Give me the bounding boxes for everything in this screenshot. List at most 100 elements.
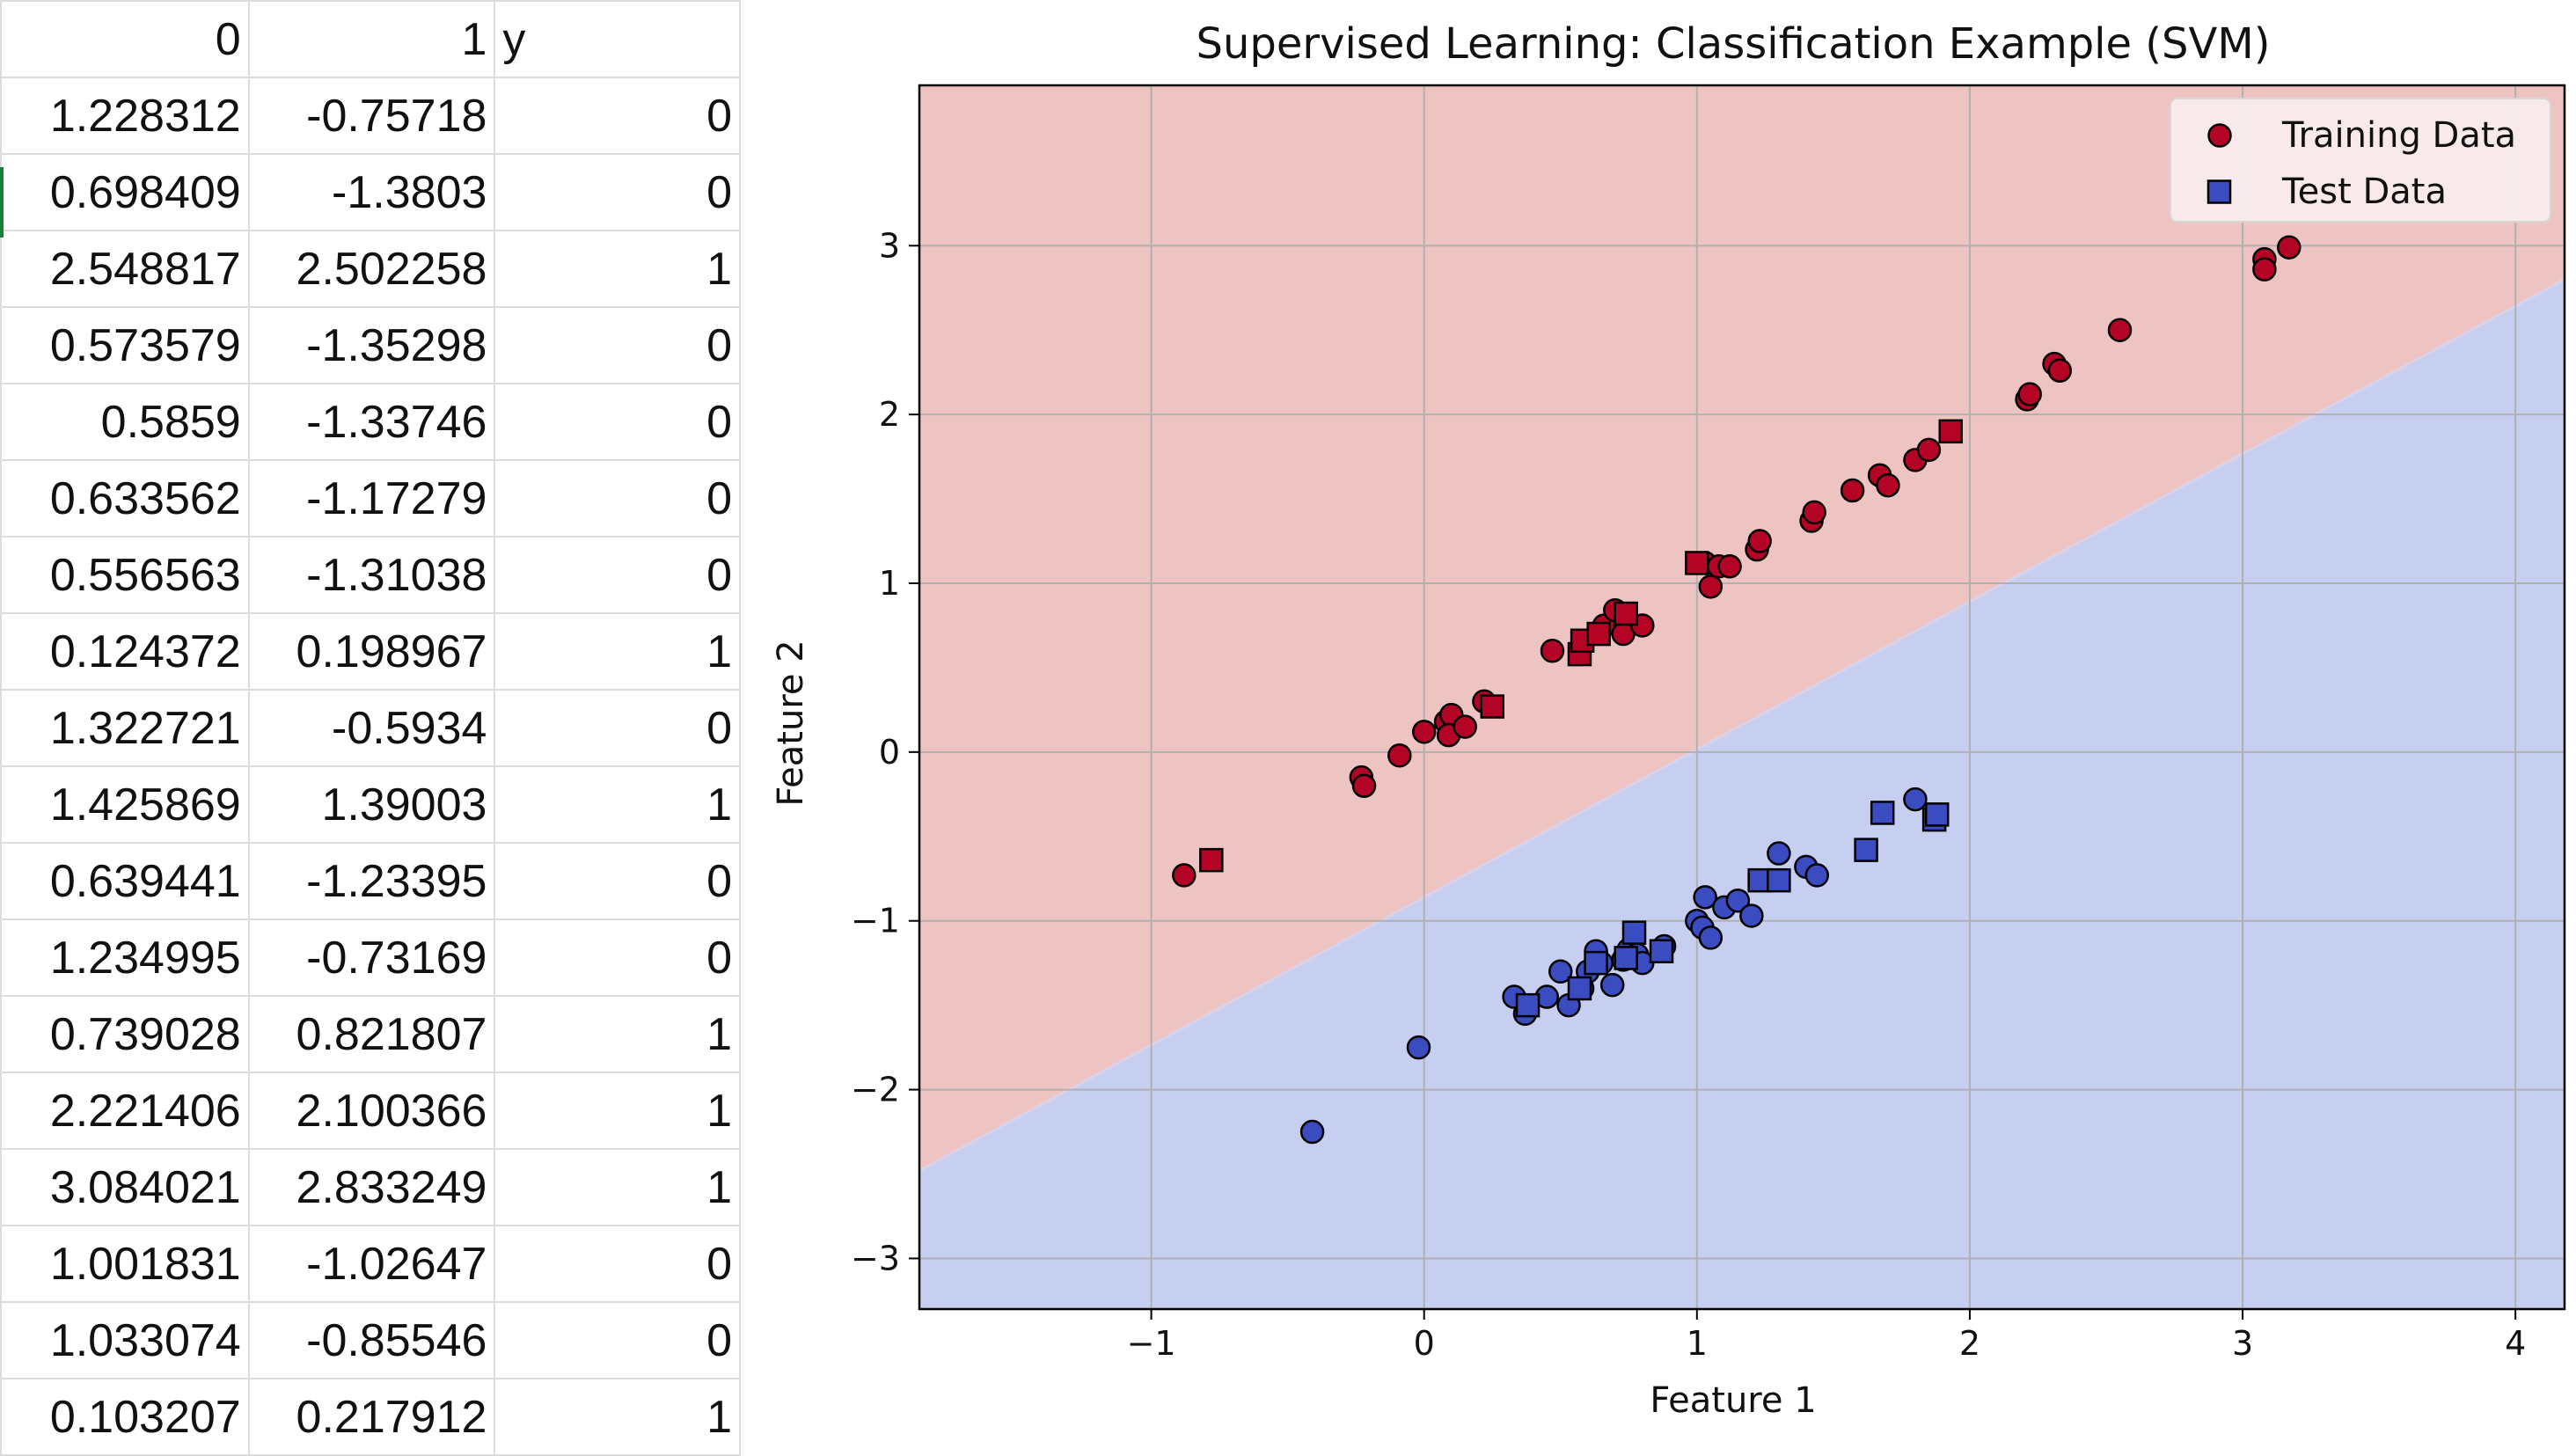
table-cell[interactable]: 0 [494,306,741,384]
training-point [1411,720,1437,744]
plot-area: −1 0 1 2 3 4 −3 −2 −1 0 1 2 3 [851,84,2566,1363]
table-cell[interactable]: 0.198967 [247,612,496,691]
table-cell[interactable]: 0 [494,383,741,461]
training-point [1599,972,1625,998]
x-tick-label: 0 [1414,1324,1435,1363]
table-cell[interactable]: -1.3803 [247,153,496,231]
table-cell[interactable]: 0 [494,689,741,767]
table-cell[interactable]: -0.5934 [247,689,496,767]
table-cell[interactable]: -0.75718 [247,77,496,155]
legend: Training Data Test Data [2170,98,2551,223]
table-cell[interactable]: 1 [494,612,741,691]
table-cell[interactable]: 0 [494,842,741,920]
legend-training-marker [2207,123,2232,148]
table-cell[interactable]: 0.124372 [0,612,250,691]
training-point [2252,257,2277,282]
table-cell[interactable]: 1 [494,230,741,308]
table-cell[interactable]: 1.322721 [0,689,250,767]
table-cell[interactable]: -1.17279 [247,459,496,538]
table-cell[interactable]: 3.084021 [0,1148,250,1226]
table-cell[interactable]: 0.698409 [0,153,250,231]
table-cell[interactable]: 1 [494,765,741,844]
x-tick-label: 2 [1959,1324,1980,1363]
table-cell[interactable]: 0.556563 [0,536,250,614]
table-cell[interactable]: 1 [494,1148,741,1226]
legend-label: Training Data [2281,115,2516,156]
table-cell[interactable]: 0.103207 [0,1378,250,1456]
table-cell[interactable]: 0.821807 [247,995,496,1073]
y-axis-label: Feature 2 [771,640,811,806]
table-row: 0.124372 0.198967 1 [0,612,741,691]
header-cell[interactable]: 0 [0,0,250,78]
table-row: 0.639441 -1.23395 0 [0,842,741,920]
table-cell[interactable]: 0 [494,1225,741,1303]
table-cell[interactable]: -1.33746 [247,383,496,461]
table-cell[interactable]: 1.234995 [0,918,250,997]
table-row: 2.221406 2.100366 1 [0,1072,741,1150]
training-point [2277,235,2302,260]
table-cell[interactable]: -1.31038 [247,536,496,614]
training-point [1767,841,1791,866]
test-point [1685,551,1709,575]
table-cell[interactable]: 1.39003 [247,765,496,844]
table-cell[interactable]: 0 [494,918,741,997]
table-cell[interactable]: 0.573579 [0,306,250,384]
training-point [2047,358,2073,383]
table-cell[interactable]: 0.5859 [0,383,250,461]
table-cell[interactable]: 1.228312 [0,77,250,155]
training-point [1453,714,1477,739]
test-point [1854,838,1878,862]
training-point [1840,478,1865,503]
table-cell[interactable]: 0.217912 [247,1378,496,1456]
x-axis-label: Feature 1 [1650,1380,1816,1421]
table-row: 3.084021 2.833249 1 [0,1148,741,1226]
test-point [1938,419,1963,444]
y-tick-label: 0 [879,733,900,772]
training-point [1916,437,1942,463]
table-cell[interactable]: 2.100366 [247,1072,496,1150]
legend-label: Test Data [2281,172,2447,212]
table-cell[interactable]: 0 [494,153,741,231]
table-cell[interactable]: 2.548817 [0,230,250,308]
table-cell[interactable]: -1.23395 [247,842,496,920]
table-row: 2.548817 2.502258 1 [0,230,741,308]
test-point [1924,802,1950,827]
table-cell[interactable]: 1.001831 [0,1225,250,1303]
table-cell[interactable]: 0.739028 [0,995,250,1073]
table-cell[interactable]: 0.639441 [0,842,250,920]
table-cell[interactable]: -1.02647 [247,1225,496,1303]
table-cell[interactable]: 2.221406 [0,1072,250,1150]
table-cell[interactable]: 2.833249 [247,1148,496,1226]
table-cell[interactable]: 1 [494,1378,741,1456]
y-tick-label: −1 [851,902,900,940]
table-cell[interactable]: 1.425869 [0,765,250,844]
training-point [1698,574,1723,599]
table-cell[interactable]: 1 [494,995,741,1073]
header-cell[interactable]: y [494,0,741,78]
training-point [1540,638,1565,663]
header-cell[interactable]: 1 [247,0,496,78]
table-row: 0.556563 -1.31038 0 [0,536,741,614]
chart-title: Supervised Learning: Classification Exam… [1197,19,2271,69]
table-row: 0.573579 -1.35298 0 [0,306,741,384]
table-row: 0.5859 -1.33746 0 [0,383,741,461]
y-tick-label: 1 [879,564,900,603]
table-cell[interactable]: 0 [494,459,741,538]
table-cell[interactable]: 1.033074 [0,1301,250,1379]
table-cell[interactable]: 0 [494,1301,741,1379]
table-cell[interactable]: 0 [494,77,741,155]
table-cell[interactable]: -0.85546 [247,1301,496,1379]
table-cell[interactable]: 0.633562 [0,459,250,538]
legend-test-marker [2206,179,2232,204]
training-point [1725,888,1751,913]
data-table: 0 1 y 1.228312 -0.75718 0 0.698409 -1.3803 0 2.54… [0,0,741,1456]
table-cell[interactable]: 2.502258 [247,230,496,308]
test-point [1614,601,1638,626]
table-row: 0.103207 0.217912 1 [0,1378,741,1456]
table-cell[interactable]: 0 [494,536,741,614]
table-cell[interactable]: -0.73169 [247,918,496,997]
table-cell[interactable]: -1.35298 [247,306,496,384]
table-cell[interactable]: 1 [494,1072,741,1150]
y-tick-label: 2 [879,395,900,434]
test-point [1480,694,1504,719]
